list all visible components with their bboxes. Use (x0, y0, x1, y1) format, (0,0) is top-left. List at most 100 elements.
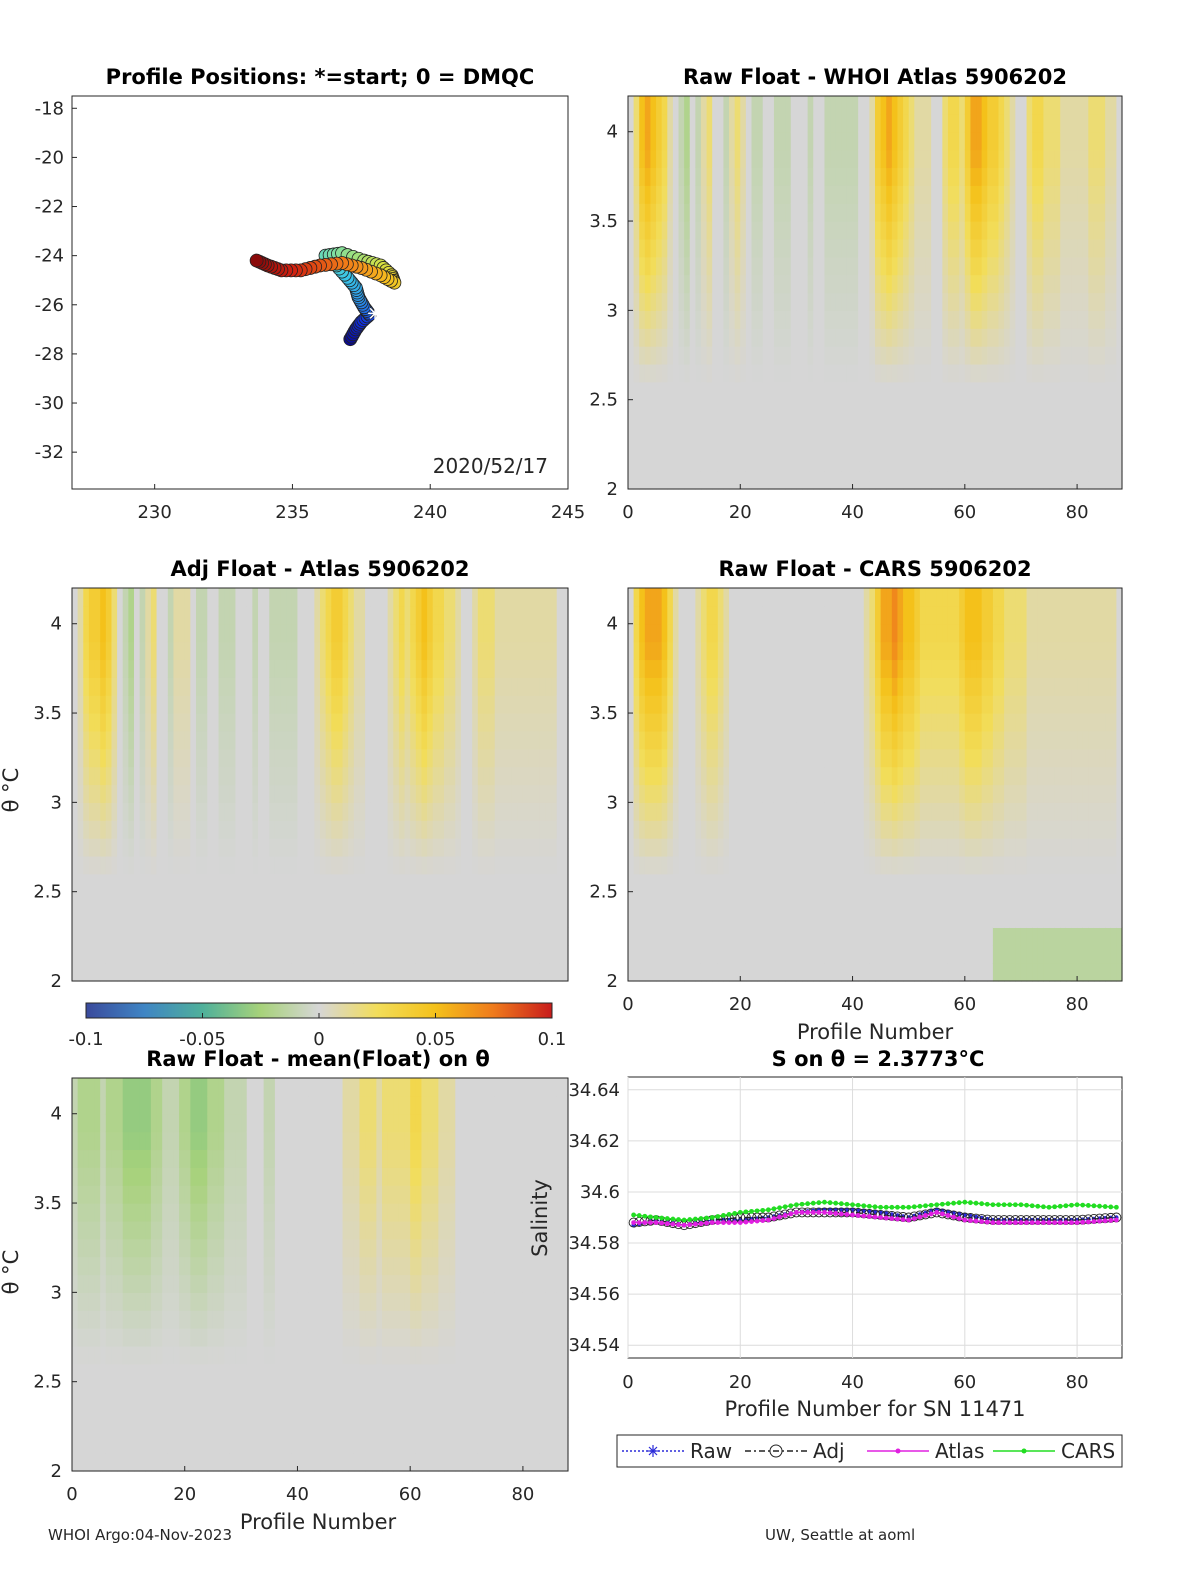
heatmap-cell (1065, 453, 1073, 472)
heatmap-cell (678, 453, 685, 472)
heatmap-cell (656, 695, 663, 714)
heatmap-cell (998, 113, 1005, 133)
heatmap-cell (818, 310, 826, 329)
heatmap-cell (802, 381, 809, 401)
heatmap-cell (650, 838, 657, 857)
heatmap-cell (444, 623, 451, 643)
heatmap-cell (229, 927, 237, 946)
heatmap-cell (908, 292, 915, 311)
heatmap-cell (740, 167, 747, 186)
heatmap-cell (1116, 328, 1123, 347)
heatmap-cell (644, 96, 652, 115)
heatmap-cell (678, 435, 685, 454)
heatmap-cell (308, 695, 315, 714)
heatmap-cell (1015, 167, 1022, 186)
heatmap-cell (897, 149, 904, 169)
heatmap-cell (729, 310, 736, 329)
heatmap-cell (94, 623, 101, 643)
heatmap-cell (398, 766, 406, 786)
heatmap-cell (1009, 292, 1016, 311)
heatmap-cell (813, 435, 820, 454)
heatmap-cell (477, 748, 485, 768)
heatmap-cell (528, 873, 535, 893)
heatmap-axes (71, 587, 569, 982)
heatmap-cell (1065, 96, 1073, 115)
heatmap-cell (751, 927, 758, 946)
heatmap-cell (779, 346, 786, 365)
heatmap-cell (689, 399, 696, 419)
heatmap-cell (785, 471, 792, 490)
heatmap-cell (745, 623, 753, 643)
heatmap-cell (813, 471, 820, 490)
heatmap-cell (886, 363, 893, 383)
heatmap-cell (269, 641, 276, 661)
heatmap-cell (139, 855, 146, 875)
heatmap-cell (528, 945, 535, 964)
heatmap-cell (1099, 221, 1106, 240)
heatmap-cell (201, 623, 208, 643)
heatmap-cell (511, 641, 518, 661)
heatmap-cell (717, 873, 725, 893)
heatmap-cell (959, 328, 966, 347)
heatmap-cell (824, 274, 831, 294)
heatmap-cell (723, 221, 730, 240)
heatmap-cell (72, 945, 79, 964)
heatmap-cell (650, 641, 657, 661)
heatmap-cell (695, 641, 702, 661)
heatmap-cell (886, 256, 893, 276)
heatmap-cell (740, 310, 747, 329)
heatmap-cell (661, 873, 668, 893)
heatmap-cell (818, 927, 826, 946)
heatmap-cell (551, 641, 558, 661)
heatmap-cell (639, 185, 646, 204)
heatmap-cell (656, 748, 663, 768)
heatmap-cell (745, 256, 753, 276)
heatmap-cell (757, 363, 764, 383)
heatmap-cell (353, 695, 361, 714)
heatmap-cell (128, 695, 135, 714)
heatmap-cell (308, 713, 315, 732)
heatmap-cell (628, 713, 635, 732)
heatmap-cell (841, 945, 848, 964)
heatmap-cell (207, 641, 214, 661)
heatmap-cell (796, 623, 803, 643)
heatmap-cell (661, 292, 668, 311)
heatmap-cell (745, 927, 753, 946)
heatmap-cell (745, 766, 753, 786)
heatmap-cell (880, 167, 887, 186)
heatmap-cell (421, 963, 428, 982)
heatmap-cell (644, 417, 652, 437)
heatmap-cell (633, 96, 640, 115)
heatmap-cell (489, 909, 496, 929)
heatmap-cell (970, 96, 977, 115)
heatmap-cell (684, 766, 691, 786)
heatmap-cell (145, 748, 152, 768)
heatmap-cell (897, 435, 904, 454)
heatmap-cell (235, 766, 242, 786)
heatmap-cell (342, 659, 349, 678)
heatmap-cell (790, 641, 798, 661)
heatmap-cell (421, 623, 428, 643)
heatmap-cell (348, 605, 355, 625)
heatmap-cell (908, 113, 915, 133)
heatmap-cell (466, 963, 473, 982)
heatmap-cell (500, 802, 507, 821)
heatmap-cell (858, 131, 865, 151)
heatmap-cell (241, 605, 248, 625)
heatmap-cell (852, 963, 859, 982)
heatmap-cell (667, 131, 674, 151)
heatmap-cell (942, 238, 949, 258)
heatmap-cell (291, 605, 299, 625)
heatmap-cell (382, 677, 389, 696)
heatmap-cell (173, 838, 180, 857)
heatmap-cell (650, 256, 657, 276)
heatmap-cell (863, 113, 870, 133)
heatmap-cell (998, 96, 1005, 115)
heatmap-cell (551, 623, 558, 643)
heatmap-cell (1037, 310, 1045, 329)
heatmap-cell (1060, 471, 1067, 490)
heatmap-cell (241, 677, 248, 696)
heatmap-cell (672, 784, 680, 803)
heatmap-cell (534, 605, 541, 625)
heatmap-cell (1093, 96, 1101, 115)
